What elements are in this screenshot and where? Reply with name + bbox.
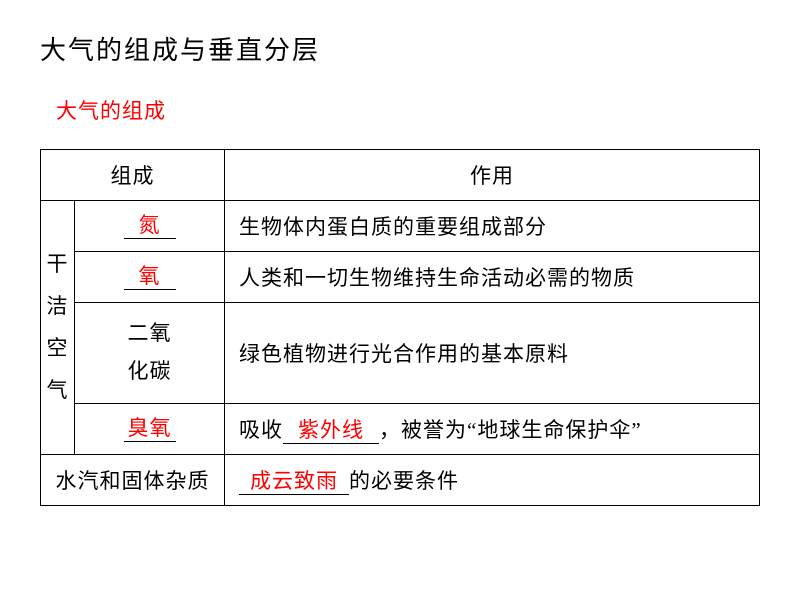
blank-oxygen: 氧 bbox=[124, 265, 176, 290]
desc-post: 的必要条件 bbox=[349, 469, 459, 493]
sub-title: 大气的组成 bbox=[56, 95, 760, 125]
table-row: 二氧 化碳 绿色植物进行光合作用的基本原料 bbox=[41, 303, 760, 404]
desc-cell: 吸收紫外线，被誉为“地球生命保护伞” bbox=[225, 403, 760, 454]
table-header-row: 组成 作用 bbox=[41, 150, 760, 201]
header-function: 作用 bbox=[225, 150, 760, 201]
composition-table: 组成 作用 干洁空气 氮 生物体内蛋白质的重要组成部分 氧 人类和一切生物维持生… bbox=[40, 149, 760, 506]
blank-cloud-rain: 成云致雨 bbox=[239, 470, 349, 495]
table-row: 水汽和固体杂质 成云致雨的必要条件 bbox=[41, 454, 760, 505]
component-cell: 氧 bbox=[75, 252, 225, 303]
desc-cell: 人类和一切生物维持生命活动必需的物质 bbox=[225, 252, 760, 303]
page-title: 大气的组成与垂直分层 bbox=[40, 30, 760, 67]
desc-post: ，被誉为“地球生命保护伞” bbox=[379, 418, 642, 442]
header-composition: 组成 bbox=[41, 150, 225, 201]
blank-nitrogen: 氮 bbox=[124, 214, 176, 239]
table-row: 氧 人类和一切生物维持生命活动必需的物质 bbox=[41, 252, 760, 303]
component-cell: 二氧 化碳 bbox=[75, 303, 225, 404]
component-cell: 臭氧 bbox=[75, 403, 225, 454]
table-row: 臭氧 吸收紫外线，被誉为“地球生命保护伞” bbox=[41, 403, 760, 454]
vertical-label: 干洁空气 bbox=[41, 201, 75, 455]
component-cell: 氮 bbox=[75, 201, 225, 252]
desc-pre: 吸收 bbox=[239, 418, 283, 442]
desc-cell: 生物体内蛋白质的重要组成部分 bbox=[225, 201, 760, 252]
desc-cell: 成云致雨的必要条件 bbox=[225, 454, 760, 505]
table-row: 干洁空气 氮 生物体内蛋白质的重要组成部分 bbox=[41, 201, 760, 252]
desc-cell: 绿色植物进行光合作用的基本原料 bbox=[225, 303, 760, 404]
last-row-label: 水汽和固体杂质 bbox=[41, 454, 225, 505]
blank-uv: 紫外线 bbox=[283, 419, 379, 444]
blank-ozone: 臭氧 bbox=[124, 417, 176, 442]
